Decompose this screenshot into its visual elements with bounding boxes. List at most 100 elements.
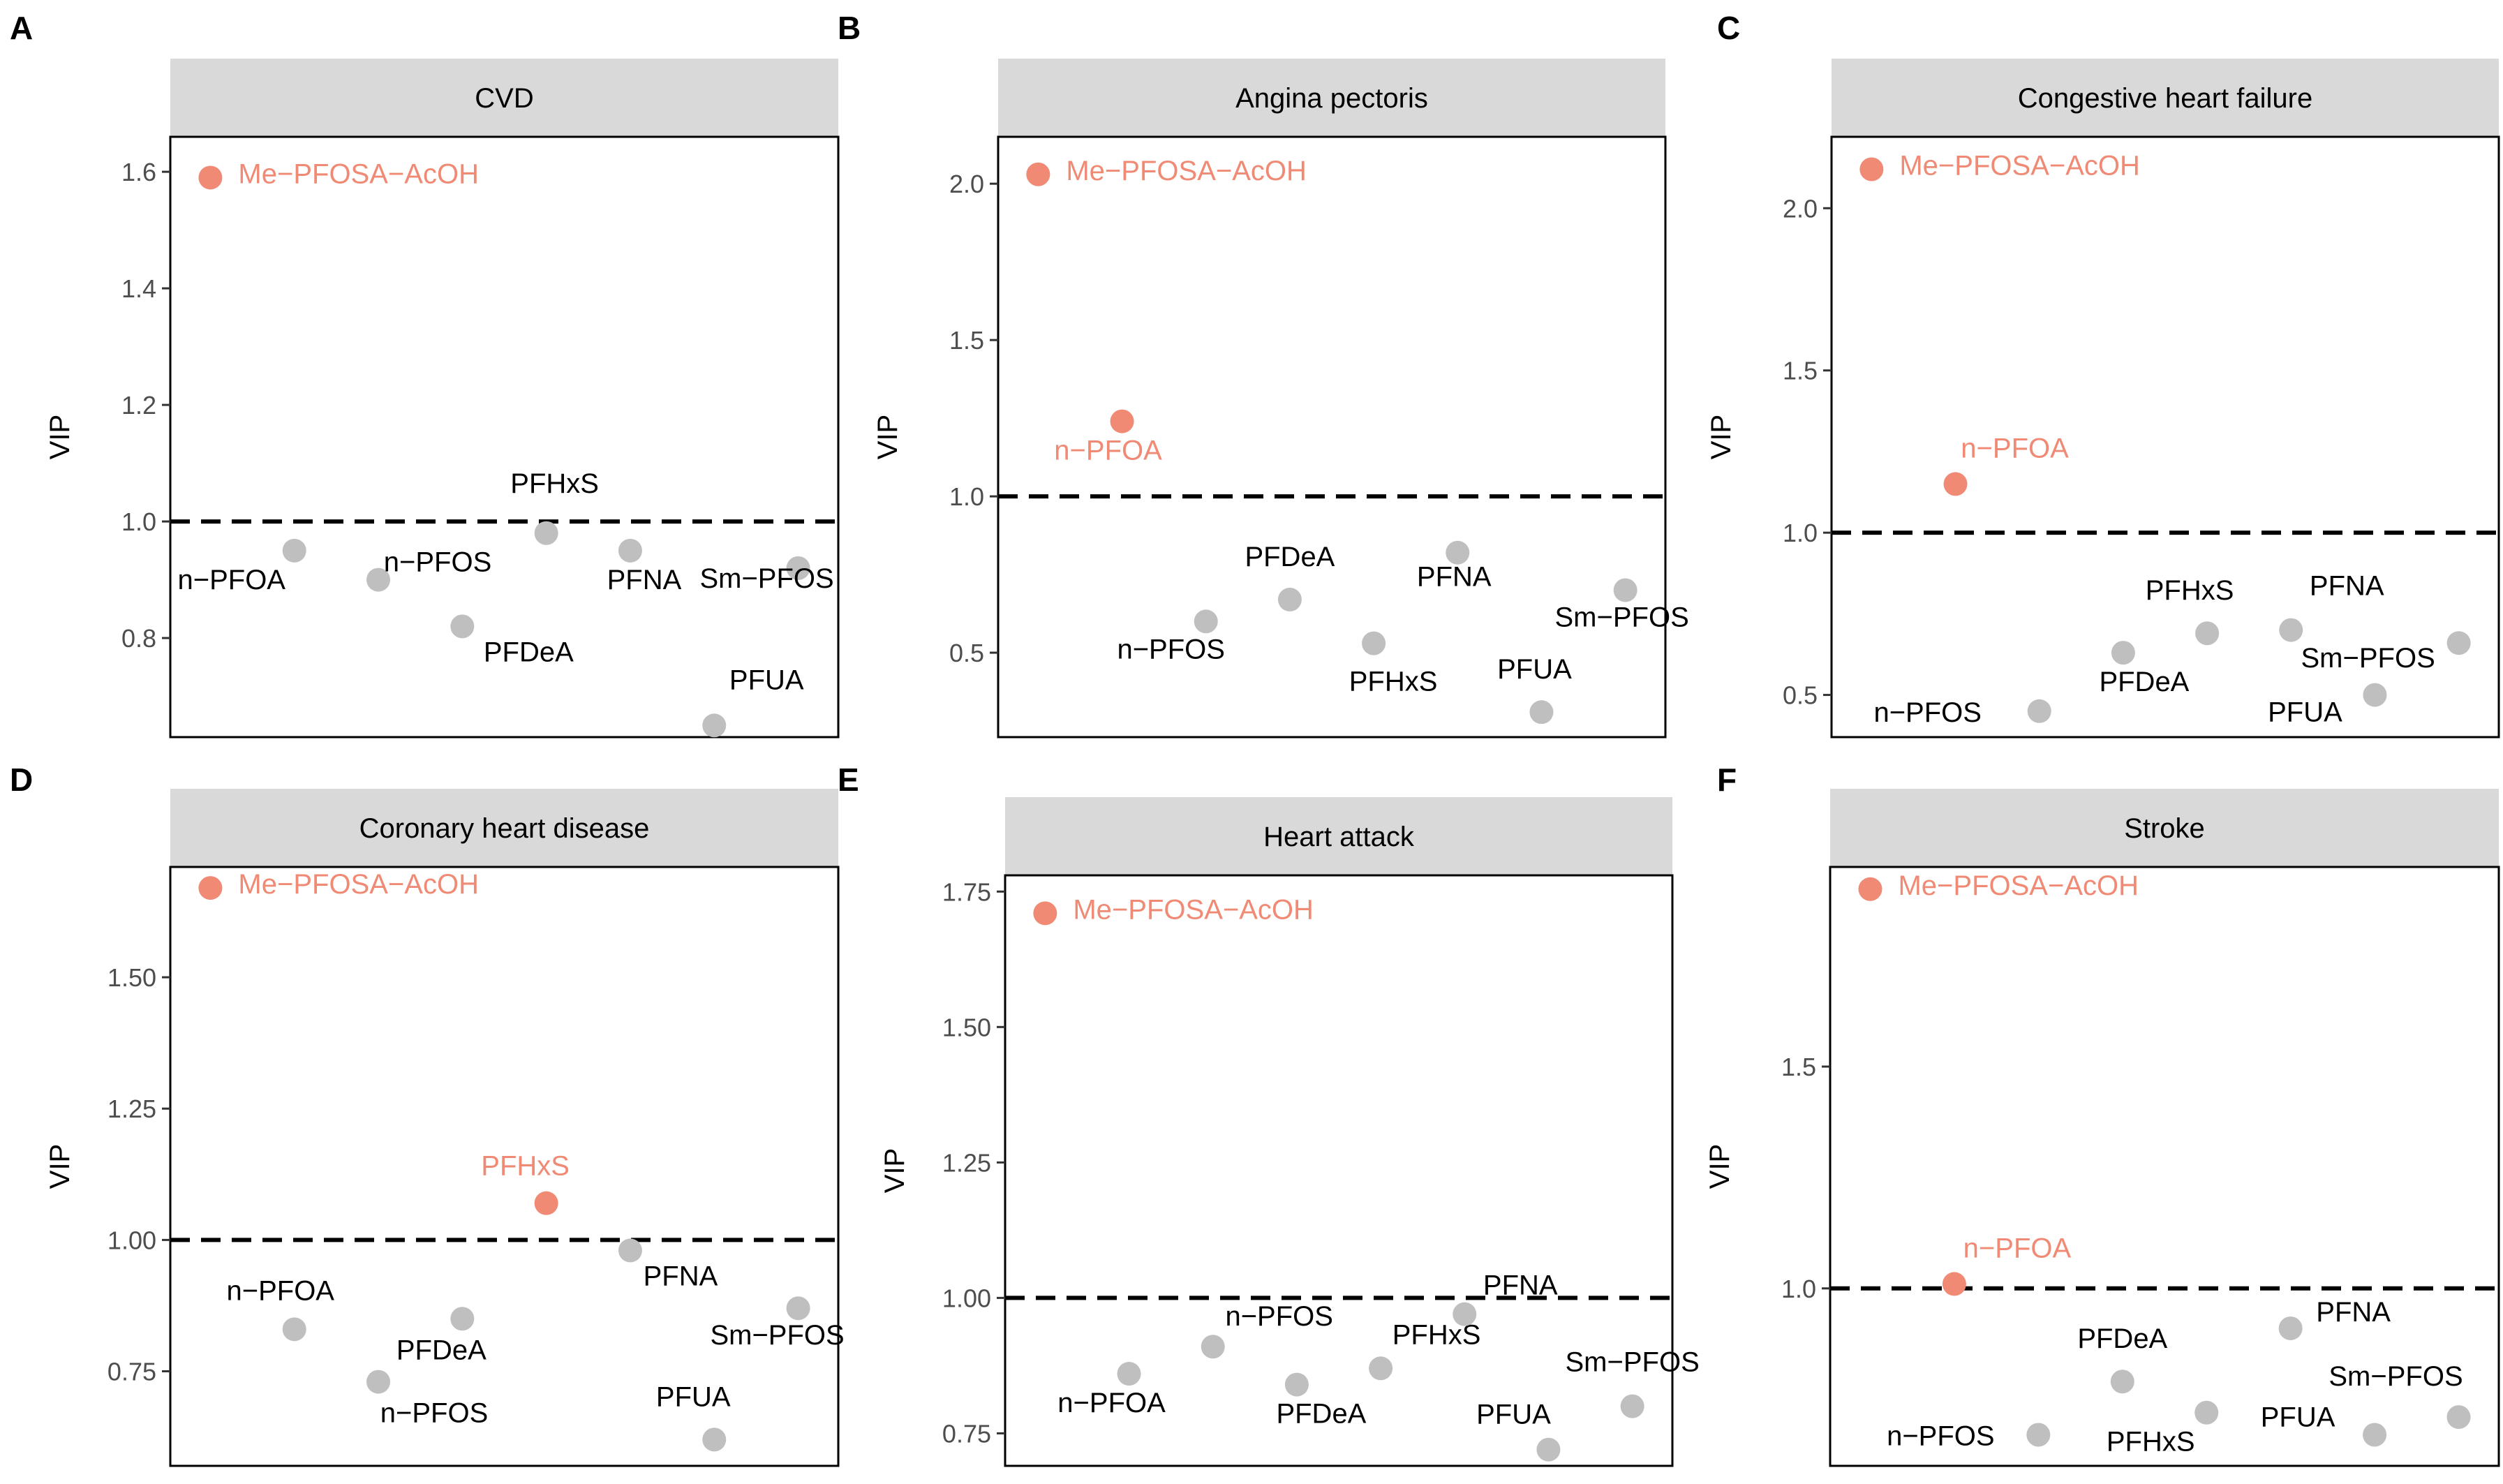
point-label: n−PFOA bbox=[226, 1275, 334, 1306]
panel-c: C Congestive heart failure 0.5 1.0 1.5 2.0 VIP… bbox=[1706, 10, 2500, 739]
point-label: PFUA bbox=[1476, 1400, 1551, 1430]
facet-title: Coronary heart disease bbox=[359, 813, 650, 844]
panel-a: A CVD 0.8 1.0 1.2 1.4 1.6 VIP Me−PFOSA−AcOH n−PFO… bbox=[10, 10, 840, 739]
y-tick-label: 1.25 bbox=[942, 1148, 991, 1177]
point-label: PFDeA bbox=[1276, 1399, 1366, 1430]
point-label: n−PFOA bbox=[1963, 1233, 2072, 1263]
y-axis-label: VIP bbox=[45, 415, 75, 459]
data-point bbox=[1362, 631, 1386, 655]
y-tick-label: 1.00 bbox=[942, 1284, 991, 1312]
y-tick-label: 0.75 bbox=[942, 1419, 991, 1448]
y-tick-label: 2.0 bbox=[1783, 194, 1818, 223]
data-point bbox=[618, 1238, 642, 1263]
point-label: PFDeA bbox=[2099, 667, 2189, 697]
point-label: n−PFOA bbox=[1057, 1388, 1166, 1418]
plot-frame bbox=[1830, 135, 2500, 739]
point-label: PFUA bbox=[2261, 1402, 2335, 1433]
plot-frame bbox=[169, 135, 840, 739]
point-label: PFNA bbox=[2310, 571, 2384, 602]
panel-letter: C bbox=[1717, 10, 1740, 46]
data-point bbox=[450, 1307, 475, 1331]
data-point bbox=[1194, 609, 1218, 634]
y-tick-label: 1.5 bbox=[1783, 357, 1818, 385]
data-point bbox=[1110, 409, 1134, 433]
plot-frame bbox=[169, 866, 840, 1467]
facet-title: Stroke bbox=[2124, 813, 2205, 844]
y-tick-label: 1.5 bbox=[1781, 1053, 1816, 1081]
point-label: Sm−PFOS bbox=[2329, 1361, 2463, 1392]
y-tick-label: 1.6 bbox=[121, 158, 156, 186]
facet-title: Congestive heart failure bbox=[2018, 83, 2312, 114]
point-label: PFNA bbox=[1483, 1270, 1558, 1301]
facet-title: Heart attack bbox=[1263, 822, 1415, 852]
data-point bbox=[1613, 578, 1637, 602]
point-label: n−PFOS bbox=[1873, 697, 1982, 728]
y-tick-label: 0.8 bbox=[121, 624, 156, 653]
data-point bbox=[1858, 877, 1882, 901]
point-label: Me−PFOSA−AcOH bbox=[238, 869, 479, 900]
point-label: PFDeA bbox=[484, 637, 574, 667]
data-point bbox=[2194, 1400, 2219, 1425]
plot-frame bbox=[1004, 874, 1674, 1467]
panel-letter: B bbox=[838, 10, 861, 46]
facet-title: CVD bbox=[475, 83, 533, 114]
point-label: PFHxS bbox=[2107, 1427, 2195, 1457]
y-tick-label: 1.00 bbox=[107, 1226, 156, 1254]
point-label: Me−PFOSA−AcOH bbox=[1898, 870, 2139, 901]
data-point bbox=[282, 538, 306, 563]
y-axis-label: VIP bbox=[1704, 1144, 1735, 1189]
y-tick-label: 0.5 bbox=[1783, 681, 1818, 710]
data-point bbox=[1284, 1372, 1309, 1397]
point-label: Sm−PFOS bbox=[1566, 1347, 1700, 1378]
data-point bbox=[2026, 1423, 2051, 1447]
data-point bbox=[702, 713, 727, 738]
y-tick-label: 1.75 bbox=[942, 877, 991, 906]
y-tick-label: 2.0 bbox=[949, 170, 984, 198]
data-point bbox=[618, 538, 642, 563]
panel-letter: E bbox=[838, 762, 859, 798]
point-label: PFDeA bbox=[396, 1335, 487, 1365]
data-point bbox=[2110, 1370, 2134, 1394]
y-tick-label: 1.0 bbox=[1783, 519, 1818, 547]
facet-strip bbox=[170, 59, 838, 137]
point-label: PFDeA bbox=[1245, 542, 1335, 572]
point-label: PFUA bbox=[656, 1381, 731, 1412]
data-point bbox=[1446, 540, 1470, 565]
data-point bbox=[1117, 1362, 1141, 1386]
point-label: Sm−PFOS bbox=[710, 1320, 844, 1351]
point-label: n−PFOA bbox=[177, 565, 285, 595]
facet-strip bbox=[170, 789, 838, 867]
data-point bbox=[2278, 1316, 2303, 1340]
y-axis-label: VIP bbox=[1706, 415, 1737, 459]
y-tick-label: 1.4 bbox=[121, 274, 156, 303]
facet-strip bbox=[1005, 797, 1672, 875]
point-label: PFUA bbox=[729, 665, 804, 695]
data-point bbox=[1369, 1356, 1393, 1381]
panel-b: B Angina pectoris 0.5 1.0 1.5 2.0 VIP Me−PFOSA−… bbox=[838, 10, 1689, 739]
data-point bbox=[1859, 157, 1884, 181]
point-label: n−PFOS bbox=[1117, 634, 1225, 665]
panel-letter: A bbox=[10, 10, 33, 46]
panel-letter: D bbox=[10, 762, 33, 798]
data-point bbox=[2027, 699, 2051, 723]
point-label: PFHxS bbox=[2146, 575, 2234, 606]
data-point bbox=[534, 521, 558, 545]
data-point bbox=[198, 876, 223, 900]
y-axis-label: VIP bbox=[879, 1148, 910, 1193]
data-point bbox=[2195, 621, 2220, 646]
data-point bbox=[1277, 587, 1302, 611]
y-tick-label: 1.0 bbox=[949, 482, 984, 511]
point-label: PFNA bbox=[607, 565, 682, 595]
data-point bbox=[786, 556, 810, 580]
y-tick-label: 1.50 bbox=[107, 963, 156, 992]
y-axis-label: VIP bbox=[872, 415, 903, 459]
data-point bbox=[2446, 631, 2471, 655]
facet-title: Angina pectoris bbox=[1235, 83, 1428, 114]
point-label: Me−PFOSA−AcOH bbox=[238, 158, 479, 189]
data-point bbox=[2446, 1405, 2471, 1430]
facet-strip bbox=[1832, 59, 2499, 137]
data-point bbox=[1529, 700, 1554, 725]
point-label: n−PFOA bbox=[1961, 433, 2069, 463]
point-label: PFNA bbox=[2316, 1297, 2391, 1328]
data-point bbox=[2111, 641, 2135, 665]
